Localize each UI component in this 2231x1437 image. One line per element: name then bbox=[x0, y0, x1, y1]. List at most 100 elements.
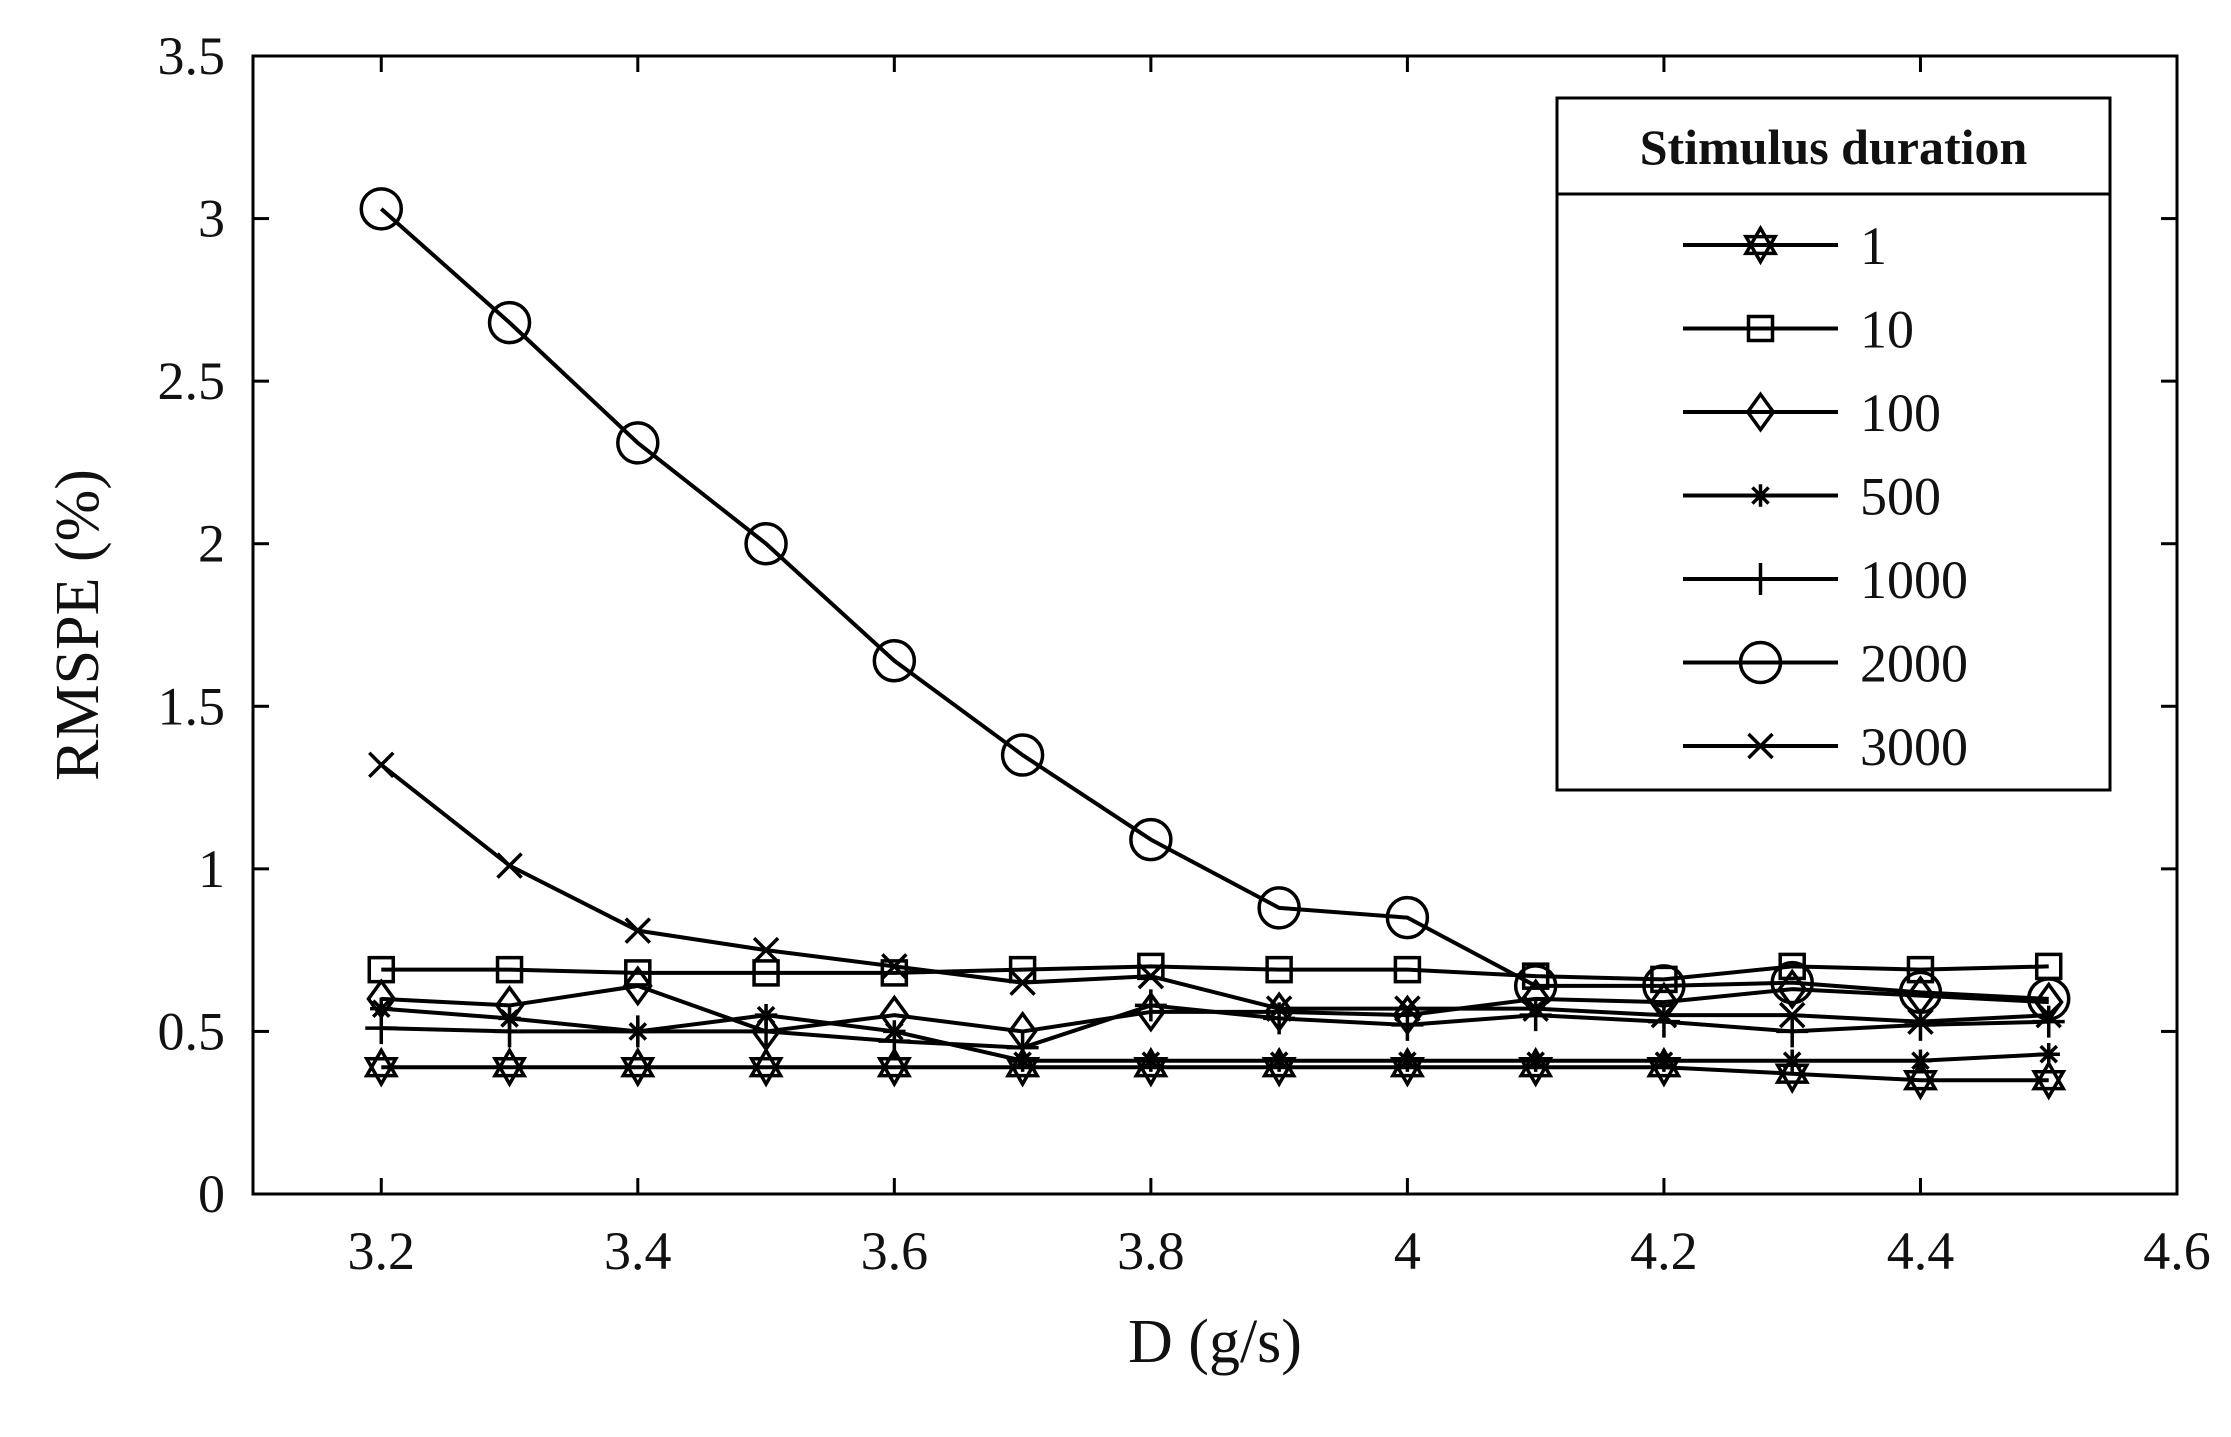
marker-circle bbox=[1000, 733, 1045, 777]
marker-square bbox=[1746, 314, 1775, 343]
marker-plus bbox=[1647, 1005, 1680, 1038]
series-3000 bbox=[368, 751, 2062, 1035]
y-axis-label: RMSPE (%) bbox=[44, 469, 112, 781]
marker-asterisk bbox=[1781, 1049, 1804, 1072]
legend-label: 1000 bbox=[1860, 550, 1968, 610]
marker-circle bbox=[1898, 970, 1943, 1015]
marker-circle bbox=[1257, 886, 1301, 930]
marker-circle bbox=[359, 187, 404, 231]
marker-x bbox=[1265, 995, 1293, 1022]
series-line bbox=[381, 964, 2049, 982]
marker-hexagram bbox=[491, 1046, 528, 1088]
legend-entry-100: 100 bbox=[1683, 383, 1941, 443]
marker-square bbox=[1906, 955, 1935, 984]
marker-plus bbox=[1744, 563, 1777, 595]
marker-hexagram bbox=[876, 1046, 912, 1088]
series-1000 bbox=[365, 989, 2065, 1064]
marker-circle bbox=[1642, 964, 1686, 1008]
marker-asterisk bbox=[2037, 1042, 2060, 1066]
series-line bbox=[381, 1006, 2049, 1063]
marker-plus bbox=[1904, 1008, 1937, 1041]
marker-x bbox=[1778, 1001, 1806, 1029]
legend-entry-1000: 1000 bbox=[1683, 550, 1968, 610]
marker-plus bbox=[1776, 1015, 1809, 1048]
marker-hexagram bbox=[363, 1046, 399, 1088]
marker-diamond bbox=[1745, 391, 1776, 433]
marker-x bbox=[881, 953, 908, 980]
x-tick-label: 3.8 bbox=[1117, 1221, 1185, 1281]
marker-x bbox=[1650, 1001, 1678, 1029]
marker-plus bbox=[1134, 989, 1167, 1022]
legend-box bbox=[1555, 96, 2112, 792]
marker-plus bbox=[1391, 1008, 1424, 1041]
y-tick-label: 0.5 bbox=[158, 1001, 226, 1061]
x-tick-label: 4.2 bbox=[1630, 1221, 1698, 1281]
y-tick-label: 0 bbox=[198, 1164, 225, 1224]
x-tick-label: 3.2 bbox=[348, 1221, 416, 1281]
marker-x bbox=[1137, 962, 1165, 990]
axis-ticks bbox=[253, 54, 2179, 1196]
marker-circle bbox=[1385, 895, 1430, 940]
marker-plus bbox=[750, 1015, 783, 1048]
marker-hexagram bbox=[620, 1046, 656, 1088]
marker-square bbox=[1521, 962, 1550, 990]
legend: Stimulus duration 1 10 100 500 1000 2000 3000 bbox=[1555, 96, 2112, 792]
marker-diamond bbox=[751, 1010, 782, 1053]
marker-asterisk bbox=[754, 1003, 778, 1027]
marker-circle bbox=[1738, 640, 1783, 685]
x-axis-label: D (g/s) bbox=[1128, 1308, 1302, 1376]
marker-asterisk bbox=[370, 997, 393, 1020]
marker-circle bbox=[1770, 960, 1814, 1005]
marker-x bbox=[2035, 1001, 2062, 1029]
y-tick-label: 1.5 bbox=[158, 676, 226, 736]
legend-label: 3000 bbox=[1860, 717, 1968, 777]
marker-asterisk bbox=[1524, 1049, 1547, 1072]
legend-entry-2000: 2000 bbox=[1683, 634, 1968, 694]
marker-x bbox=[624, 917, 652, 944]
marker-plus bbox=[2032, 1005, 2065, 1038]
x-tick-label: 3.6 bbox=[861, 1221, 929, 1281]
y-tick-label: 3 bbox=[198, 189, 225, 249]
marker-circle bbox=[487, 300, 532, 345]
marker-x bbox=[496, 852, 523, 879]
series-line bbox=[381, 1003, 2049, 1050]
marker-diamond bbox=[622, 965, 653, 1007]
y-tick-label: 1 bbox=[198, 839, 225, 899]
marker-asterisk bbox=[1396, 1049, 1419, 1072]
y-tick-label: 2 bbox=[198, 514, 225, 574]
legend-entries: 1 10 100 500 1000 2000 3000 bbox=[1683, 216, 1968, 777]
marker-circle bbox=[1129, 817, 1173, 862]
marker-asterisk bbox=[1139, 1049, 1163, 1072]
x-tick-labels: 3.2 3.4 3.6 3.8 4 4.2 4.4 4.6 bbox=[348, 1221, 2211, 1281]
y-tick-labels: 0 0.5 1 1.5 2 2.5 3 3.5 bbox=[158, 26, 226, 1224]
marker-asterisk bbox=[1652, 1049, 1676, 1072]
marker-square bbox=[495, 955, 524, 984]
marker-circle bbox=[616, 421, 660, 465]
marker-x bbox=[1747, 732, 1774, 760]
legend-entry-10: 10 bbox=[1683, 300, 1914, 360]
marker-circle bbox=[1513, 964, 1558, 1008]
marker-square bbox=[880, 959, 909, 987]
marker-circle bbox=[2026, 977, 2071, 1021]
series-line bbox=[380, 763, 2049, 1024]
legend-label: 100 bbox=[1860, 383, 1941, 443]
marker-x bbox=[1907, 1008, 1934, 1035]
marker-x bbox=[1394, 995, 1421, 1022]
marker-asterisk bbox=[1267, 1049, 1291, 1072]
legend-entry-3000: 3000 bbox=[1683, 717, 1968, 777]
marker-plus bbox=[1006, 1031, 1039, 1064]
legend-label: 10 bbox=[1860, 300, 1914, 360]
marker-circle bbox=[744, 521, 788, 566]
marker-asterisk bbox=[1909, 1049, 1932, 1072]
marker-square bbox=[1265, 955, 1293, 984]
series-line bbox=[381, 1065, 2049, 1083]
marker-x bbox=[752, 936, 780, 964]
plot-area bbox=[251, 54, 2179, 1196]
legend-entry-500: 500 bbox=[1683, 467, 1941, 527]
marker-plus bbox=[365, 1012, 398, 1045]
legend-label: 1 bbox=[1860, 216, 1887, 276]
series-layer bbox=[359, 187, 2071, 1101]
marker-x bbox=[1009, 969, 1036, 996]
y-tick-label: 3.5 bbox=[158, 26, 226, 86]
